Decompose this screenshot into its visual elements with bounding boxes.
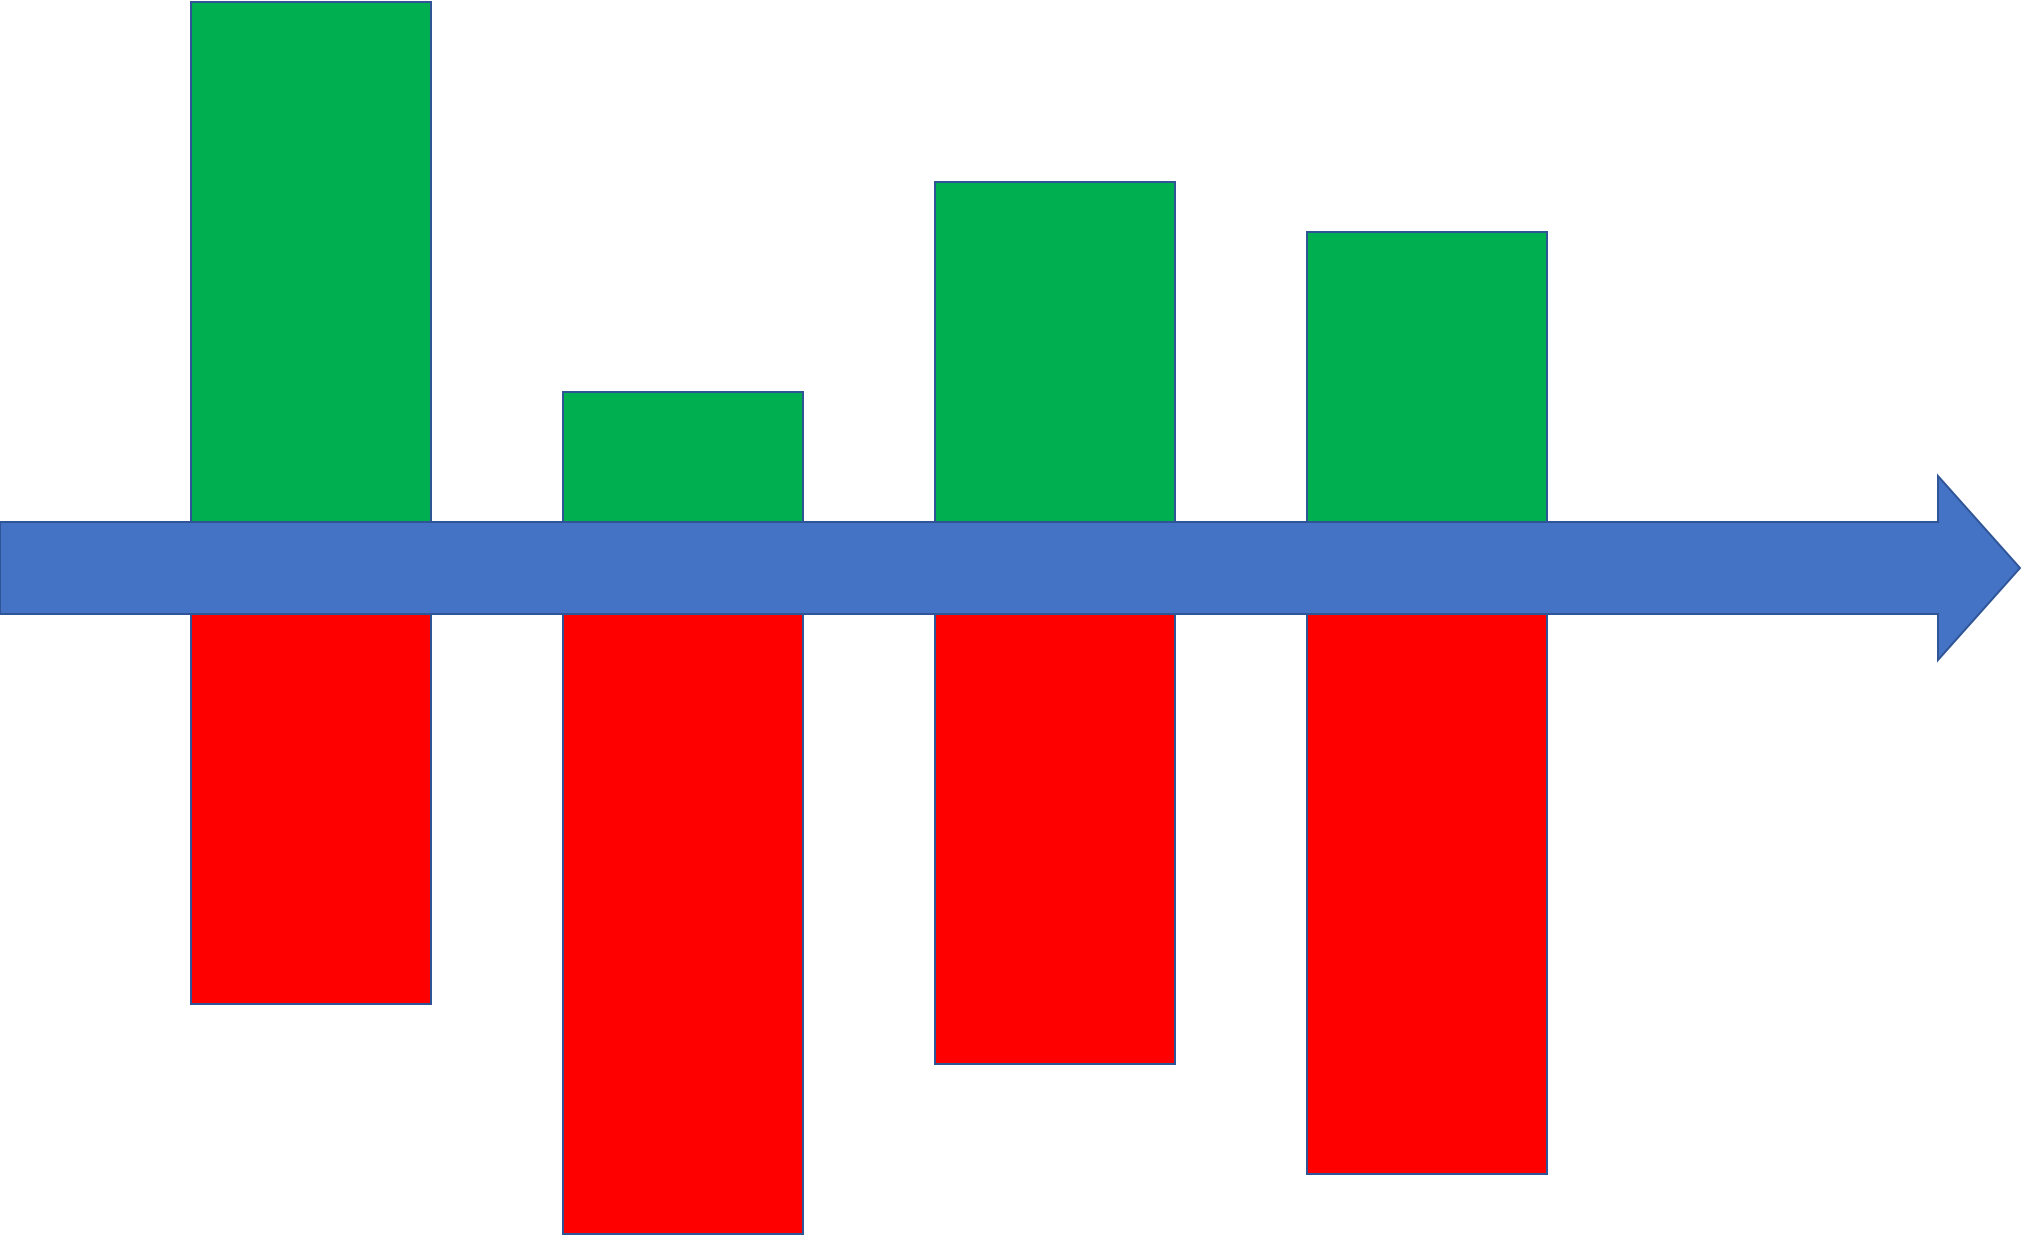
bars-layer bbox=[190, 1, 1548, 1235]
positive-bar-4 bbox=[1306, 231, 1548, 523]
negative-bar-3 bbox=[934, 613, 1176, 1065]
negative-bar-4 bbox=[1306, 613, 1548, 1175]
negative-bar-1 bbox=[190, 613, 432, 1005]
positive-bar-1 bbox=[190, 1, 432, 523]
negative-bar-2 bbox=[562, 613, 804, 1235]
axis-arrow bbox=[0, 473, 2022, 663]
positive-bar-3 bbox=[934, 181, 1176, 523]
positive-bar-2 bbox=[562, 391, 804, 523]
